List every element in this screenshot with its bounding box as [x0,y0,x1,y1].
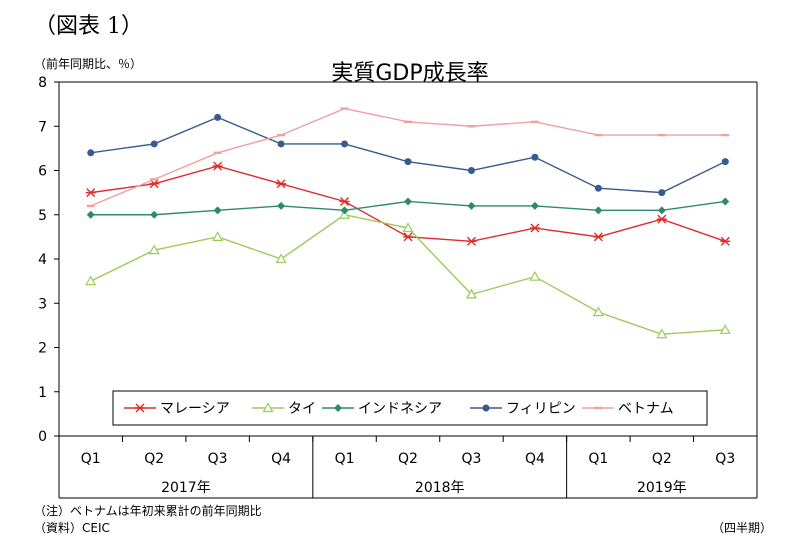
series-marker [87,149,95,157]
x-tick-label: Q1 [81,451,101,467]
x-tick-label: Q1 [588,451,608,467]
series-asterisk [85,161,731,246]
y-tick-label: 0 [38,429,47,445]
legend-label: タイ [288,401,316,417]
period-unit-note: （四半期） [712,521,773,535]
y-tick-label: 7 [38,119,47,135]
series-diamond [86,197,730,219]
series-marker [721,197,730,206]
series-marker [403,232,413,242]
x-tick-label: Q1 [335,451,355,467]
series-marker [531,153,539,161]
series-marker [212,231,224,241]
legend-entry: フィリピン [470,401,576,417]
legend-label: インドネシア [358,401,442,417]
series-marker [150,140,158,148]
figure-label: （図表 1） [34,14,143,39]
series-marker [404,197,412,206]
year-group-label: 2019年 [637,480,687,496]
year-group-label: 2018年 [415,480,465,496]
series-marker [135,403,145,413]
x-tick-label: Q2 [652,451,672,467]
series-marker [339,196,350,206]
series-marker [262,402,274,413]
series-marker [275,253,287,264]
series-marker [277,201,286,210]
series-marker [277,140,285,148]
x-tick-label: Q4 [525,451,545,467]
series-marker [465,288,477,299]
y-tick-label: 6 [38,164,47,180]
series-marker [340,206,349,215]
series-marker [402,222,414,233]
series-marker [150,210,159,219]
x-tick-label: Q3 [208,451,228,467]
y-tick-label: 5 [38,208,47,224]
series-marker [466,236,477,246]
y-tick-label: 2 [38,341,47,357]
series-marker [719,324,731,334]
y-tick-label: 3 [38,296,47,312]
legend-entry: タイ [252,401,316,417]
x-tick-label: Q3 [715,451,735,467]
series-dash [86,107,730,208]
series-marker [594,206,603,215]
series-line [90,107,726,207]
series-triangle-open [85,209,731,339]
y-tick-label: 4 [38,252,47,268]
series-circle [87,113,729,197]
series-marker [482,404,490,412]
legend-entry: ベトナム [582,401,674,417]
series-marker [404,158,412,166]
series-marker [593,232,604,242]
series-marker [594,184,602,192]
series-marker [657,206,666,215]
series-marker [467,201,476,210]
series-marker [658,189,666,197]
y-tick-label: 8 [38,75,47,91]
x-tick-label: Q2 [398,451,418,467]
legend-entry: マレーシア [124,401,230,417]
year-group-label: 2017年 [161,480,211,496]
series-marker [85,188,96,198]
series-marker [529,270,541,281]
series-marker [529,223,540,233]
series-layer [85,107,731,339]
series-marker [530,201,539,210]
y-axis-label: （前年同期比、％） [34,56,142,71]
series-marker [276,179,287,189]
y-tick-label: 1 [38,385,47,401]
series-marker [148,244,160,255]
series-line [90,116,726,194]
x-tick-label: Q3 [461,451,481,467]
series-marker [334,404,342,412]
x-tick-label: Q4 [271,451,291,467]
series-marker [214,113,222,121]
series-marker [721,158,729,166]
series-marker [341,140,349,148]
series-marker [212,161,223,171]
series-marker [656,328,668,339]
series-marker [467,167,475,174]
source-note: （資料）CEIC [34,521,110,535]
x-tick-label: Q2 [144,451,164,467]
legend-label: フィリピン [506,401,576,417]
series-marker [592,306,604,317]
series-marker [86,210,95,219]
legend: マレーシア タイ インドネシア フィリピン ベトナム [112,390,708,426]
legend-label: マレーシア [160,401,230,417]
axes: 0 1 2 3 4 5 6 7 8 Q1 Q2 Q3 Q4 Q1 Q2 Q3 Q4 Q1 Q2 Q3 2017年 2018… [38,75,758,499]
series-marker [213,206,222,215]
series-marker [85,275,97,286]
legend-entry: インドネシア [322,401,442,417]
series-marker [720,236,731,246]
legend-label: ベトナム [618,401,674,417]
footnote: （注）ベトナムは年初来累計の前年同期比 [34,504,262,518]
series-marker [656,214,667,224]
series-line [90,214,726,335]
